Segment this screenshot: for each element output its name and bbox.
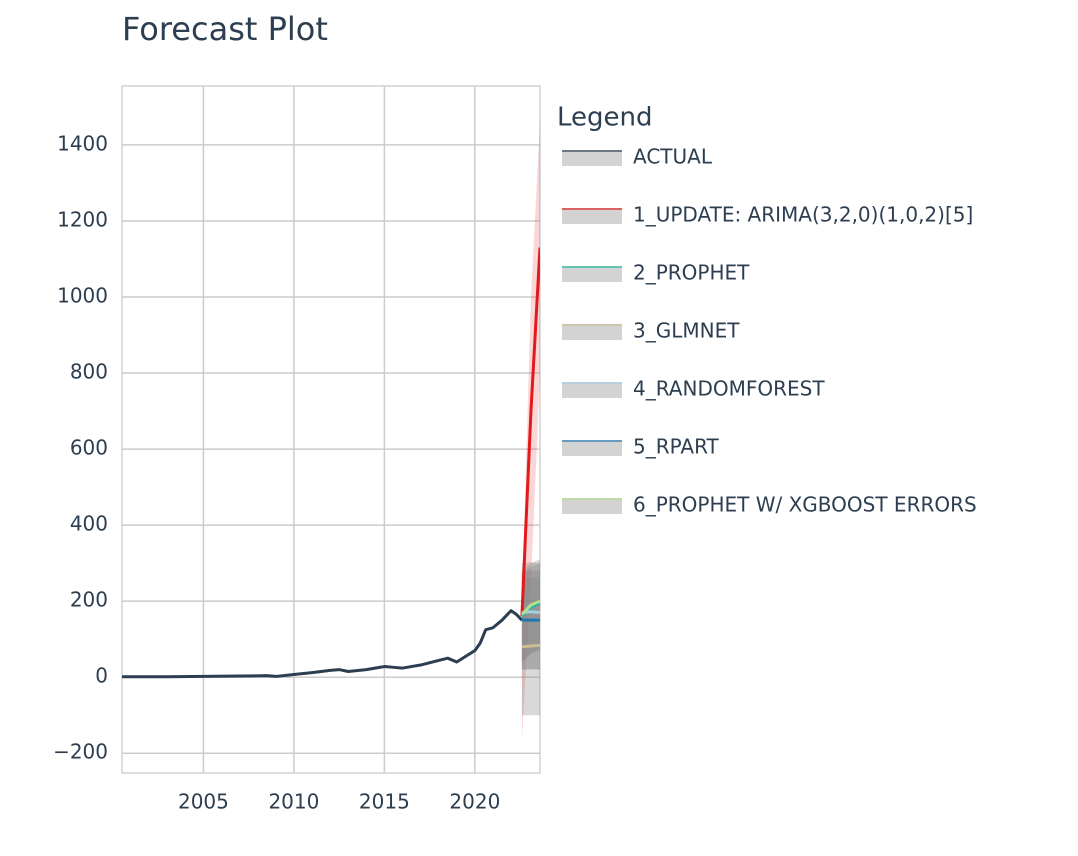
x-tick-label: 2010 xyxy=(268,790,319,814)
x-tick-label: 2020 xyxy=(449,790,500,814)
legend-label[interactable]: ACTUAL xyxy=(633,145,713,169)
y-tick-label: −200 xyxy=(53,740,108,764)
legend-swatch[interactable] xyxy=(562,498,622,514)
y-tick-label: 1000 xyxy=(57,284,108,308)
y-tick-label: 200 xyxy=(70,588,108,612)
y-tick-label: 400 xyxy=(70,512,108,536)
legend-entry[interactable]: 2_PROPHET xyxy=(562,261,750,285)
legend-entry[interactable]: 6_PROPHET W/ XGBOOST ERRORS xyxy=(562,493,977,517)
legend-label[interactable]: 6_PROPHET W/ XGBOOST ERRORS xyxy=(633,493,977,517)
legend-entry[interactable]: 5_RPART xyxy=(562,435,720,459)
legend-label[interactable]: 2_PROPHET xyxy=(633,261,750,285)
legend-entry[interactable]: 4_RANDOMFOREST xyxy=(562,377,825,401)
legend-label[interactable]: 3_GLMNET xyxy=(633,319,740,343)
grid: −200 0 200 400 600 800 1000 1200 1400 2005 2010 201… xyxy=(53,86,540,814)
legend-label[interactable]: 5_RPART xyxy=(633,435,720,459)
legend-swatch[interactable] xyxy=(562,382,622,398)
series-line xyxy=(520,247,540,617)
y-tick-label: 1200 xyxy=(57,207,108,231)
legend-entry[interactable]: 3_GLMNET xyxy=(562,319,740,343)
series-line xyxy=(122,609,523,679)
y-tick-label: 800 xyxy=(70,360,108,384)
legend-entry[interactable]: ACTUAL xyxy=(562,145,713,169)
y-tick-label: 600 xyxy=(70,436,108,460)
series-line xyxy=(521,643,540,649)
y-tick-label: 1400 xyxy=(57,131,108,155)
x-tick-label: 2005 xyxy=(178,790,229,814)
chart-title: Forecast Plot xyxy=(122,10,328,48)
legend-swatch[interactable] xyxy=(562,150,622,166)
legend-swatch[interactable] xyxy=(562,266,622,282)
legend-label[interactable]: 4_RANDOMFOREST xyxy=(633,377,825,401)
legend-entry[interactable]: 1_UPDATE: ARIMA(3,2,0)(1,0,2)[5] xyxy=(562,203,973,227)
plot-area xyxy=(121,85,541,774)
legend-swatch[interactable] xyxy=(562,324,622,340)
x-tick-label: 2015 xyxy=(359,790,410,814)
plot-content xyxy=(122,122,540,740)
legend: ACTUAL 1_UPDATE: ARIMA(3,2,0)(1,0,2)[5] 2_… xyxy=(562,145,977,517)
y-tick-label: 0 xyxy=(95,664,108,688)
series-line xyxy=(520,599,540,616)
legend-title: Legend xyxy=(557,103,653,133)
legend-swatch[interactable] xyxy=(562,208,622,224)
legend-swatch[interactable] xyxy=(562,440,622,456)
confidence-band xyxy=(521,562,540,670)
legend-label[interactable]: 1_UPDATE: ARIMA(3,2,0)(1,0,2)[5] xyxy=(633,203,973,227)
